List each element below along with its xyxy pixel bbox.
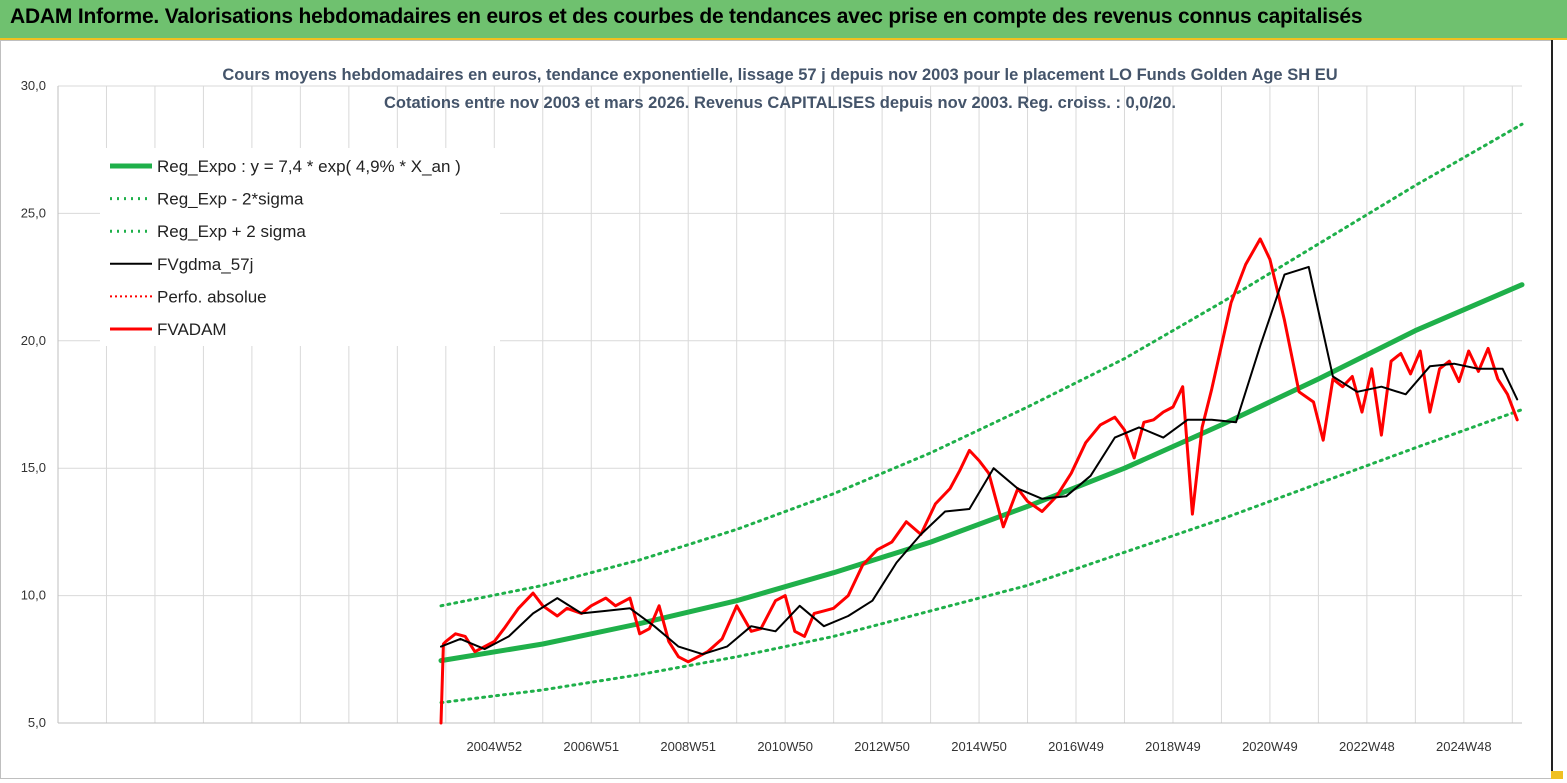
legend-label: Reg_Exp + 2 sigma [157,222,306,241]
x-tick-label: 2020W49 [1242,739,1298,754]
x-tick-label: 2024W48 [1436,739,1492,754]
frame-edge [1551,40,1565,779]
report-banner: ADAM Informe. Valorisations hebdomadaire… [0,0,1567,40]
y-tick-label: 25,0 [21,205,46,220]
legend-label: Perfo. absolue [157,287,267,306]
report-title: ADAM Informe. Valorisations hebdomadaire… [10,5,1363,28]
legend-label: Reg_Exp - 2*sigma [157,190,304,209]
x-axis-ticks: 2004W52 2006W51 2008W51 2010W50 2012W50 2014W… [466,739,1491,754]
frame-corner-accent [1551,771,1563,779]
legend-background [100,148,500,346]
x-tick-label: 2006W51 [563,739,619,754]
x-tick-label: 2012W50 [854,739,910,754]
x-tick-label: 2004W52 [466,739,522,754]
series-line [439,237,1519,725]
x-tick-label: 2014W50 [951,739,1007,754]
series-line [438,282,1525,664]
chart-title: Cours moyens hebdomadaires en euros, ten… [222,66,1337,84]
legend-label: FVADAM [157,320,227,339]
x-tick-label: 2008W51 [660,739,716,754]
series-line [439,408,1524,705]
chart-series [438,122,1525,725]
y-tick-label: 20,0 [21,333,46,348]
x-tick-label: 2016W49 [1048,739,1104,754]
y-tick-label: 30,0 [21,78,46,93]
y-tick-label: 15,0 [21,460,46,475]
legend-label: Reg_Expo : y = 7,4 * exp( 4,9% * X_an ) [157,157,461,176]
series-line [439,122,1524,608]
series-line [440,265,1519,656]
chart-legend: Reg_Expo : y = 7,4 * exp( 4,9% * X_an ) R… [100,148,500,346]
y-tick-label: 5,0 [28,715,46,730]
y-tick-label: 10,0 [21,588,46,603]
legend-label: FVgdma_57j [157,255,253,274]
x-tick-label: 2010W50 [757,739,813,754]
chart-subtitle: Cotations entre nov 2003 et mars 2026. R… [384,94,1176,112]
x-tick-label: 2018W49 [1145,739,1201,754]
y-axis-ticks: 5,0 10,0 15,0 20,0 25,0 30,0 [21,78,46,730]
x-tick-label: 2022W48 [1339,739,1395,754]
